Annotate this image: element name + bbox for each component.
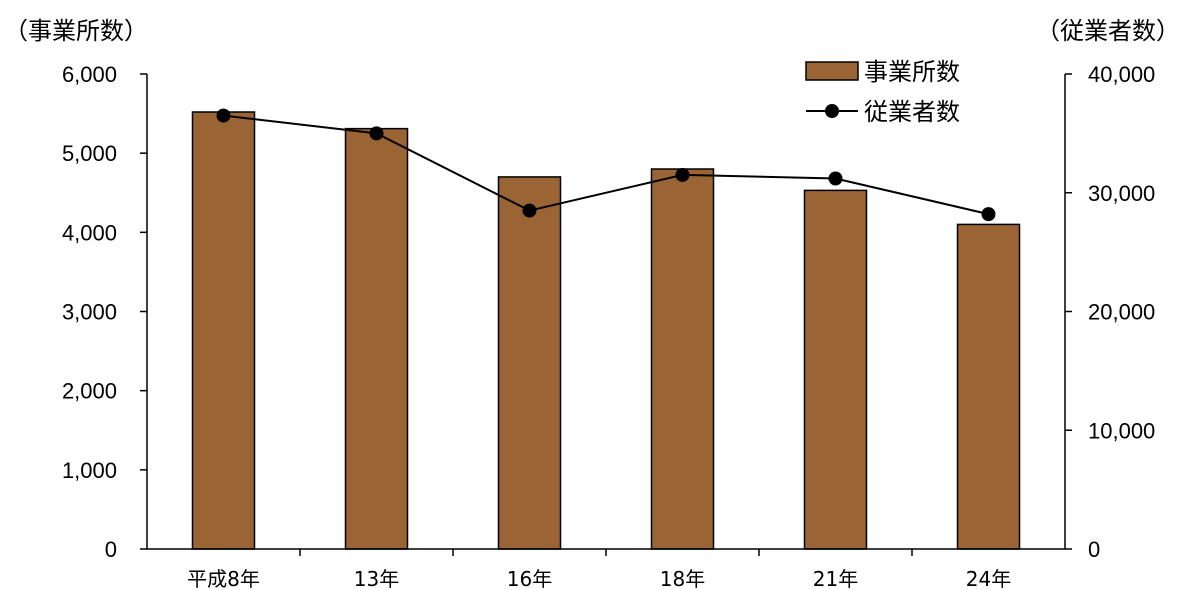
bar-1: [344, 127, 409, 550]
employees-point-5: [981, 207, 996, 222]
bar-2: [497, 176, 562, 550]
x-tick-label-0: 平成8年: [187, 567, 260, 590]
bar-0: [191, 111, 256, 550]
legend-line-marker: [825, 104, 839, 118]
employees-point-4: [828, 171, 843, 186]
left-tick-label-1: 1,000: [62, 458, 117, 483]
legend-label-line: 従業者数: [864, 98, 960, 126]
left-tick-label-0: 0: [105, 537, 117, 562]
left-tick-label-3: 3,000: [62, 300, 117, 325]
plot-area: 0 1,000 2,000 3,000 4,000 5,000 6,000 0 10,000 20…: [62, 62, 1155, 590]
left-tick-label-2: 2,000: [62, 379, 117, 404]
bar-4: [803, 189, 868, 550]
legend: 事業所数 従業者数: [805, 58, 960, 126]
legend-bar-swatch: [805, 61, 859, 81]
employees-line: [223, 114, 989, 216]
bar-3: [650, 168, 715, 550]
right-tick-label-3: 30,000: [1088, 181, 1155, 206]
right-tick-label-0: 0: [1088, 537, 1100, 562]
right-axis-title: （従業者数）: [1036, 17, 1178, 45]
left-tick-label-4: 4,000: [62, 220, 117, 245]
employees-point-2: [522, 203, 537, 218]
legend-label-bars: 事業所数: [864, 58, 960, 86]
right-tick-label-4: 40,000: [1088, 62, 1155, 87]
left-tick-label-5: 5,000: [62, 141, 117, 166]
left-tick-label-6: 6,000: [62, 62, 117, 87]
x-tick-label-4: 21年: [813, 567, 858, 590]
bar-5: [956, 223, 1021, 550]
right-tick-label-2: 20,000: [1088, 300, 1155, 325]
employees-point-3: [675, 167, 690, 182]
employees-point-0: [216, 108, 231, 123]
left-axis-title: （事業所数）: [4, 17, 148, 45]
right-tick-label-1: 10,000: [1088, 418, 1155, 443]
x-tick-label-3: 18年: [660, 567, 705, 590]
x-tick-label-1: 13年: [354, 567, 399, 590]
x-tick-label-5: 24年: [966, 567, 1011, 590]
employees-point-1: [369, 126, 384, 141]
x-tick-label-2: 16年: [507, 567, 552, 590]
